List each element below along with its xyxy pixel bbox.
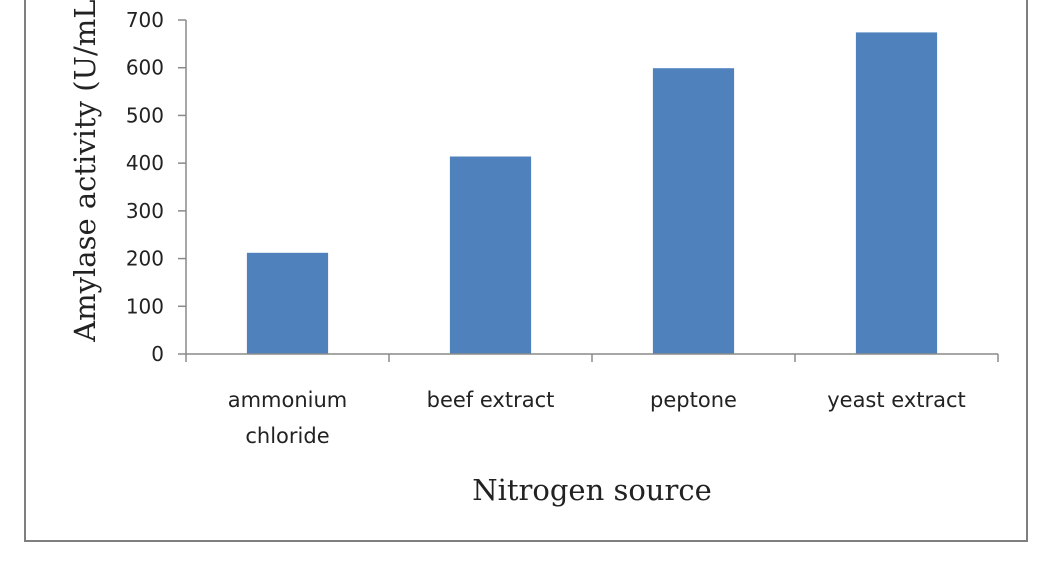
- y-tick-label-3: 300: [126, 199, 164, 223]
- x-category-label-0-line-0: ammonium: [228, 388, 348, 412]
- bar-3: [855, 32, 938, 355]
- x-category-label-0-line-1: chloride: [245, 424, 329, 448]
- y-tick-label-5: 500: [126, 103, 164, 127]
- y-tick-label-2: 200: [126, 247, 164, 271]
- y-ticks: 0 100 200 300 400 500 600 700: [126, 8, 186, 366]
- y-tick-label-1: 100: [126, 294, 164, 318]
- bar-0: [246, 252, 329, 354]
- y-tick-label-6: 600: [126, 56, 164, 80]
- x-category-label-2: peptone: [650, 388, 737, 412]
- bar-2: [652, 68, 735, 354]
- x-axis-title: Nitrogen source: [472, 473, 712, 507]
- y-tick-label-7: 700: [126, 8, 164, 32]
- x-category-label-1: beef extract: [427, 388, 555, 412]
- bar-1: [449, 156, 532, 354]
- x-category-label-3: yeast extract: [827, 388, 966, 412]
- bars: [246, 32, 938, 355]
- axes: [185, 20, 999, 362]
- y-axis-title: Amylase activity (U/mL): [68, 0, 102, 343]
- y-tick-label-4: 400: [126, 151, 164, 175]
- x-categories: ammonium chloride beef extract peptone yeast…: [228, 388, 966, 448]
- y-tick-label-0: 0: [151, 342, 164, 366]
